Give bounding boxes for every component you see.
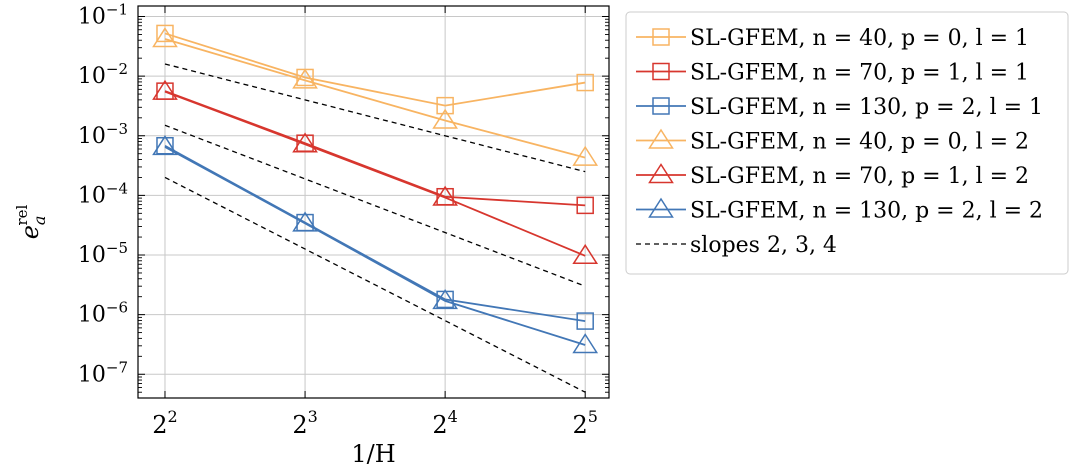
x-tick-label: 23 <box>292 407 317 439</box>
series-3 <box>156 136 594 330</box>
grid-lines <box>138 6 609 398</box>
legend-label: SL-GFEM, n = 70, p = 1, l = 1 <box>690 61 1029 86</box>
series-line <box>164 144 586 322</box>
legend-marker-square <box>652 28 670 46</box>
x-tick-label: 24 <box>432 407 457 439</box>
legend-marker-square <box>652 97 670 115</box>
data-point-triangle <box>432 108 458 129</box>
legend-label: SL-GFEM, n = 40, p = 0, l = 2 <box>690 130 1029 155</box>
data-point-triangle <box>572 333 599 354</box>
x-tick-label: 22 <box>152 407 177 439</box>
y-tick-label: 10−7 <box>78 358 128 387</box>
legend-entry: SL-GFEM, n = 70, p = 1, l = 2 <box>636 163 1029 189</box>
data-point-square <box>576 196 594 215</box>
y-tick-label: 10−6 <box>78 299 128 328</box>
legend-box <box>625 11 1069 275</box>
legend-entry: SL-GFEM, n = 130, p = 2, l = 1 <box>636 95 1043 120</box>
plot-frame <box>137 5 610 399</box>
data-point-triangle <box>572 145 599 166</box>
data-point-triangle <box>152 27 178 48</box>
data-point-square <box>436 96 454 115</box>
y-tick-label: 10−3 <box>78 120 128 149</box>
legend-marker-triangle <box>648 163 674 184</box>
y-axis-label: earel <box>13 205 49 240</box>
series-5 <box>152 79 599 265</box>
legend-marker-triangle <box>648 197 674 218</box>
data-point-triangle <box>432 185 458 206</box>
legend-entry: SL-GFEM, n = 130, p = 2, l = 2 <box>636 197 1043 224</box>
legend-entry: SL-GFEM, n = 40, p = 0, l = 1 <box>636 26 1029 51</box>
series-line <box>164 32 586 107</box>
series-line <box>164 146 586 346</box>
y-tick-labels: 10−1 10−2 10−3 10−4 10−5 10−6 10−7 <box>78 1 128 388</box>
legend-label: SL-GFEM, n = 130, p = 2, l = 2 <box>690 199 1043 224</box>
data-point-triangle <box>432 289 458 310</box>
legend-marker-square <box>652 62 670 81</box>
legend-label: slopes 2, 3, 4 <box>690 233 837 258</box>
y-tick-label: 10−5 <box>78 239 128 268</box>
data-point-triangle <box>152 135 178 156</box>
data-point-square <box>576 73 594 92</box>
series-line <box>164 90 586 257</box>
data-point-triangle <box>152 79 178 100</box>
series-6 <box>152 135 599 354</box>
legend-label: SL-GFEM, n = 130, p = 2, l = 1 <box>690 95 1043 120</box>
legend-label: SL-GFEM, n = 40, p = 0, l = 1 <box>690 26 1029 51</box>
data-point-triangle <box>292 211 318 232</box>
x-tick-labels: 22 23 24 25 <box>152 407 598 439</box>
slope-3-reference-line <box>164 124 586 287</box>
legend: SL-GFEM, n = 40, p = 0, l = 1 SL-GFEM, n … <box>625 11 1069 275</box>
reference-lines <box>164 63 586 393</box>
legend-label: SL-GFEM, n = 70, p = 1, l = 2 <box>690 164 1029 189</box>
legend-entry: slopes 2, 3, 4 <box>636 233 837 258</box>
slope-2-reference-line <box>164 63 586 173</box>
series-4 <box>152 27 599 166</box>
y-tick-label: 10−4 <box>78 179 128 208</box>
data-point-square <box>576 312 594 330</box>
legend-marker-triangle <box>648 128 674 149</box>
data-point-triangle <box>292 132 318 153</box>
y-tick-label: 10−2 <box>78 60 128 89</box>
data-point-triangle <box>572 243 599 265</box>
data-point-square <box>156 24 174 43</box>
y-tick-label: 10−1 <box>78 1 128 30</box>
x-tick-label: 25 <box>572 407 597 439</box>
data-point-triangle <box>292 68 318 89</box>
legend-entry: SL-GFEM, n = 70, p = 1, l = 1 <box>636 61 1029 86</box>
data-series <box>152 24 599 354</box>
legend-entry: SL-GFEM, n = 40, p = 0, l = 2 <box>636 128 1029 155</box>
series-1 <box>156 24 594 115</box>
series-2 <box>156 82 594 215</box>
series-line <box>164 90 586 207</box>
series-line <box>164 38 586 159</box>
slope-4-reference-line <box>164 176 586 393</box>
x-axis-label: 1/H <box>351 440 395 468</box>
